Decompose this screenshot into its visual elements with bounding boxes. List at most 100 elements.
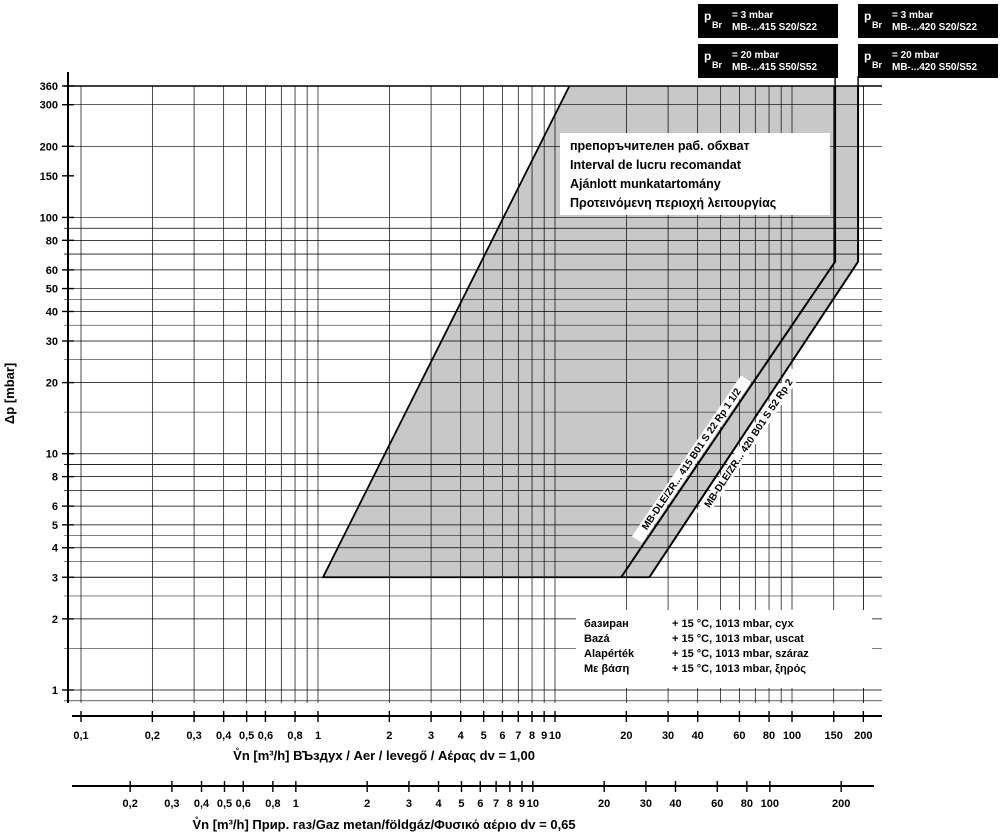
x-air-tick-label: 0,1 bbox=[73, 730, 88, 742]
x-gas-tick-label: 3 bbox=[406, 798, 412, 810]
x-air-tick-label: 1 bbox=[315, 730, 321, 742]
pbr-model: MB-...420 S50/S52 bbox=[892, 62, 977, 73]
conditions-bg bbox=[576, 610, 872, 688]
pbr-box-bg bbox=[858, 4, 998, 38]
x-air-tick-label: 200 bbox=[854, 730, 872, 742]
x-gas-tick-label: 8 bbox=[507, 798, 513, 810]
x-air-tick-label: 0,6 bbox=[258, 730, 273, 742]
pbr-model: MB-...415 S20/S22 bbox=[732, 22, 817, 33]
x-gas-tick-label: 0,5 bbox=[217, 798, 232, 810]
x-air-tick-label: 0,4 bbox=[216, 730, 232, 742]
x-gas-tick-label: 200 bbox=[832, 798, 850, 810]
y-tick-label: 2 bbox=[52, 614, 58, 626]
pbr-sub: Br bbox=[712, 60, 722, 70]
condition-value: + 15 °C, 1013 mbar, száraz bbox=[672, 648, 809, 660]
x-air-tick-label: 9 bbox=[541, 730, 547, 742]
condition-value: + 15 °C, 1013 mbar, сух bbox=[672, 618, 795, 630]
y-tick-label: 80 bbox=[46, 235, 58, 247]
curve-1 bbox=[620, 86, 837, 578]
x-axis-air-title: V̊n [m³/h] ВЪздух / Aer / levegő / Αέρας… bbox=[233, 748, 535, 763]
y-tick-label: 50 bbox=[46, 284, 58, 296]
x-air-tick-label: 5 bbox=[481, 730, 487, 742]
condition-label: Alapérték bbox=[584, 648, 635, 660]
pbr-eq: = 20 mbar bbox=[892, 50, 939, 61]
y-tick-label: 4 bbox=[52, 543, 59, 555]
condition-label: Bazá bbox=[584, 633, 611, 645]
x-air-tick-label: 60 bbox=[733, 730, 745, 742]
curve-2 bbox=[648, 86, 860, 578]
region-label-bg bbox=[560, 133, 830, 215]
x-gas-tick-label: 0,3 bbox=[164, 798, 179, 810]
region-label-line: Interval de lucru recomandat bbox=[570, 158, 742, 172]
x-gas-tick-label: 1 bbox=[293, 798, 299, 810]
x-gas-tick-label: 100 bbox=[761, 798, 779, 810]
pbr-eq: = 3 mbar bbox=[732, 10, 774, 21]
pbr-box-bg bbox=[698, 44, 838, 78]
condition-value: + 15 °C, 1013 mbar, ξηρός bbox=[672, 663, 806, 675]
x-air-tick-label: 0,2 bbox=[145, 730, 160, 742]
pbr-box-bg bbox=[698, 4, 838, 38]
y-tick-label: 8 bbox=[52, 472, 58, 484]
x-air-tick-label: 10 bbox=[549, 730, 561, 742]
y-tick-label: 60 bbox=[46, 265, 58, 277]
x-gas-tick-label: 30 bbox=[640, 798, 652, 810]
y-tick-label: 5 bbox=[52, 520, 58, 532]
x-air-tick-label: 40 bbox=[692, 730, 704, 742]
x-gas-tick-label: 5 bbox=[458, 798, 464, 810]
y-tick-label: 6 bbox=[52, 501, 58, 513]
x-air-tick-label: 7 bbox=[515, 730, 521, 742]
x-air-tick-label: 0,3 bbox=[186, 730, 201, 742]
x-air-tick-label: 3 bbox=[428, 730, 434, 742]
x-gas-tick-label: 80 bbox=[741, 798, 753, 810]
x-gas-tick-label: 0,6 bbox=[236, 798, 251, 810]
pbr-model: MB-...420 S20/S22 bbox=[892, 22, 977, 33]
x-gas-tick-label: 9 bbox=[519, 798, 525, 810]
pbr-p: p bbox=[704, 9, 711, 23]
x-gas-tick-label: 6 bbox=[477, 798, 483, 810]
y-tick-label: 150 bbox=[40, 171, 58, 183]
y-tick-label: 10 bbox=[46, 449, 58, 461]
y-tick-label: 3 bbox=[52, 572, 58, 584]
pbr-p: p bbox=[864, 9, 871, 23]
pbr-p: p bbox=[864, 49, 871, 63]
pbr-eq: = 3 mbar bbox=[892, 10, 934, 21]
condition-label: Με βάση bbox=[584, 663, 629, 675]
x-air-tick-label: 30 bbox=[662, 730, 674, 742]
pbr-model: MB-...415 S50/S52 bbox=[732, 62, 817, 73]
x-gas-tick-label: 0,4 bbox=[194, 798, 210, 810]
x-air-tick-label: 2 bbox=[386, 730, 392, 742]
pbr-sub: Br bbox=[872, 60, 882, 70]
pbr-sub: Br bbox=[872, 20, 882, 30]
x-gas-tick-label: 20 bbox=[598, 798, 610, 810]
curve-label-bg bbox=[696, 368, 802, 519]
y-tick-label: 100 bbox=[40, 212, 58, 224]
x-gas-tick-label: 40 bbox=[669, 798, 681, 810]
x-air-tick-label: 150 bbox=[825, 730, 843, 742]
pbr-p: p bbox=[704, 49, 711, 63]
x-gas-tick-label: 7 bbox=[493, 798, 499, 810]
pbr-sub: Br bbox=[712, 20, 722, 30]
y-axis-title: Δp [mbar] bbox=[2, 363, 17, 424]
pbr-box-bg bbox=[858, 44, 998, 78]
x-gas-tick-label: 0,8 bbox=[265, 798, 280, 810]
x-gas-tick-label: 4 bbox=[435, 798, 442, 810]
x-air-tick-label: 4 bbox=[458, 730, 465, 742]
y-tick-label: 200 bbox=[40, 141, 58, 153]
x-air-tick-label: 80 bbox=[763, 730, 775, 742]
y-tick-label: 20 bbox=[46, 378, 58, 390]
x-air-tick-label: 6 bbox=[499, 730, 505, 742]
region-label-line: препоръчителен раб. обхват bbox=[570, 139, 750, 153]
x-gas-tick-label: 2 bbox=[364, 798, 370, 810]
condition-label: базиран bbox=[584, 618, 629, 630]
region-label-line: Ajánlott munkatartomány bbox=[570, 177, 721, 191]
region-label-line: Προτεινόμενη περιοχή λειτουργίας bbox=[570, 196, 776, 210]
curve-label-bg bbox=[631, 375, 752, 543]
x-gas-tick-label: 10 bbox=[527, 798, 539, 810]
x-air-tick-label: 8 bbox=[529, 730, 535, 742]
x-air-tick-label: 20 bbox=[620, 730, 632, 742]
x-air-tick-label: 0,5 bbox=[239, 730, 254, 742]
condition-value: + 15 °C, 1013 mbar, uscat bbox=[672, 633, 804, 645]
pbr-eq: = 20 mbar bbox=[732, 50, 779, 61]
